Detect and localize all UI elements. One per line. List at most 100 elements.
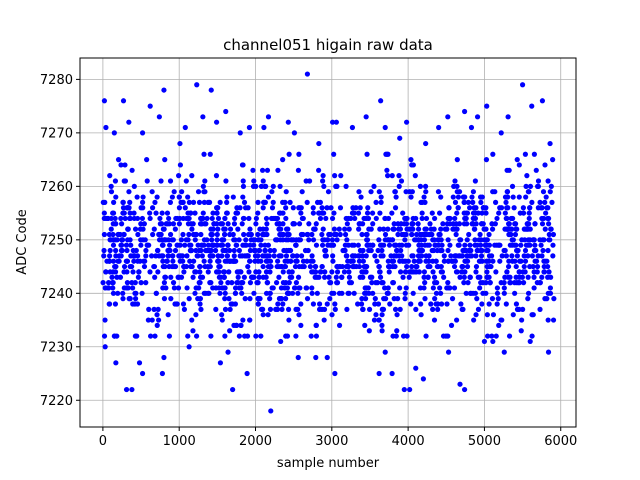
- data-point: [550, 231, 557, 238]
- data-point: [296, 285, 302, 291]
- data-point: [124, 247, 130, 254]
- data-point: [319, 263, 325, 270]
- data-point: [212, 247, 219, 254]
- data-point: [264, 280, 271, 286]
- data-point: [197, 301, 203, 307]
- data-point: [539, 221, 546, 227]
- data-point: [282, 258, 288, 264]
- data-point: [189, 173, 195, 179]
- data-point: [489, 296, 496, 302]
- data-point: [176, 173, 182, 179]
- data-point: [227, 226, 234, 232]
- data-point: [521, 253, 527, 259]
- data-point: [450, 194, 456, 200]
- data-point: [177, 162, 184, 168]
- data-point: [316, 140, 322, 147]
- data-point: [433, 301, 439, 307]
- data-point: [270, 183, 276, 189]
- data-point: [452, 215, 458, 222]
- data-point: [330, 253, 336, 259]
- data-point: [394, 312, 400, 318]
- data-point: [195, 189, 202, 195]
- data-point: [501, 349, 507, 355]
- data-point: [247, 296, 253, 302]
- data-point: [221, 226, 227, 232]
- data-point: [176, 205, 183, 211]
- data-point: [259, 167, 266, 173]
- data-point: [287, 199, 293, 205]
- data-point: [132, 296, 139, 302]
- data-point: [298, 301, 304, 307]
- data-point: [400, 258, 406, 264]
- data-point: [207, 263, 213, 270]
- data-point: [243, 237, 249, 243]
- data-point: [366, 328, 372, 334]
- data-point: [338, 173, 344, 179]
- data-point: [115, 258, 121, 264]
- data-point: [333, 119, 339, 125]
- data-point: [403, 285, 409, 291]
- data-point: [432, 242, 438, 248]
- data-point: [373, 312, 379, 318]
- data-point: [215, 258, 221, 264]
- data-point: [200, 210, 206, 216]
- data-point: [269, 205, 276, 211]
- data-point: [225, 221, 231, 227]
- data-point: [519, 237, 525, 243]
- data-point: [140, 194, 146, 200]
- data-point: [426, 258, 432, 264]
- data-point: [186, 344, 192, 350]
- data-point: [486, 301, 492, 307]
- data-point: [411, 258, 417, 264]
- data-point: [433, 258, 439, 264]
- data-point: [332, 370, 338, 377]
- data-point: [543, 194, 549, 200]
- data-point: [230, 231, 236, 238]
- data-point: [119, 237, 125, 243]
- data-point: [366, 306, 373, 312]
- data-point: [504, 167, 510, 173]
- data-point: [312, 263, 318, 270]
- data-point: [302, 247, 309, 254]
- data-point: [509, 183, 516, 189]
- data-point: [161, 237, 167, 243]
- data-point: [344, 253, 350, 259]
- data-point: [396, 226, 402, 232]
- data-point: [510, 194, 516, 200]
- data-point: [478, 199, 484, 205]
- data-point: [166, 333, 173, 339]
- data-point: [147, 103, 153, 109]
- data-point: [134, 301, 141, 307]
- x-tick-label: 4000: [392, 434, 425, 449]
- data-point: [250, 274, 256, 280]
- data-point: [390, 226, 396, 232]
- data-point: [397, 306, 403, 312]
- data-point: [256, 274, 262, 280]
- data-point: [489, 226, 496, 232]
- y-axis-ticks: 7220 7230 7240 7250 7260 7270 7280: [40, 73, 80, 409]
- data-point: [170, 237, 176, 243]
- data-point: [186, 199, 192, 205]
- data-point: [549, 199, 555, 205]
- data-point: [331, 226, 337, 232]
- data-point: [253, 333, 259, 339]
- data-point: [513, 263, 519, 270]
- data-point: [530, 312, 536, 318]
- data-point: [319, 242, 326, 248]
- data-point: [217, 290, 223, 296]
- data-point: [215, 215, 222, 222]
- data-point: [336, 290, 343, 296]
- data-point: [545, 317, 551, 323]
- data-point: [193, 333, 200, 339]
- data-point: [494, 290, 501, 296]
- data-point: [170, 221, 177, 227]
- data-point: [505, 274, 512, 280]
- data-point: [226, 296, 232, 302]
- data-point: [423, 140, 429, 147]
- data-point: [392, 306, 399, 312]
- data-point: [320, 173, 326, 179]
- data-point: [181, 269, 187, 275]
- data-point: [393, 253, 399, 259]
- data-point: [385, 258, 391, 264]
- x-tick-label: 5000: [468, 434, 501, 449]
